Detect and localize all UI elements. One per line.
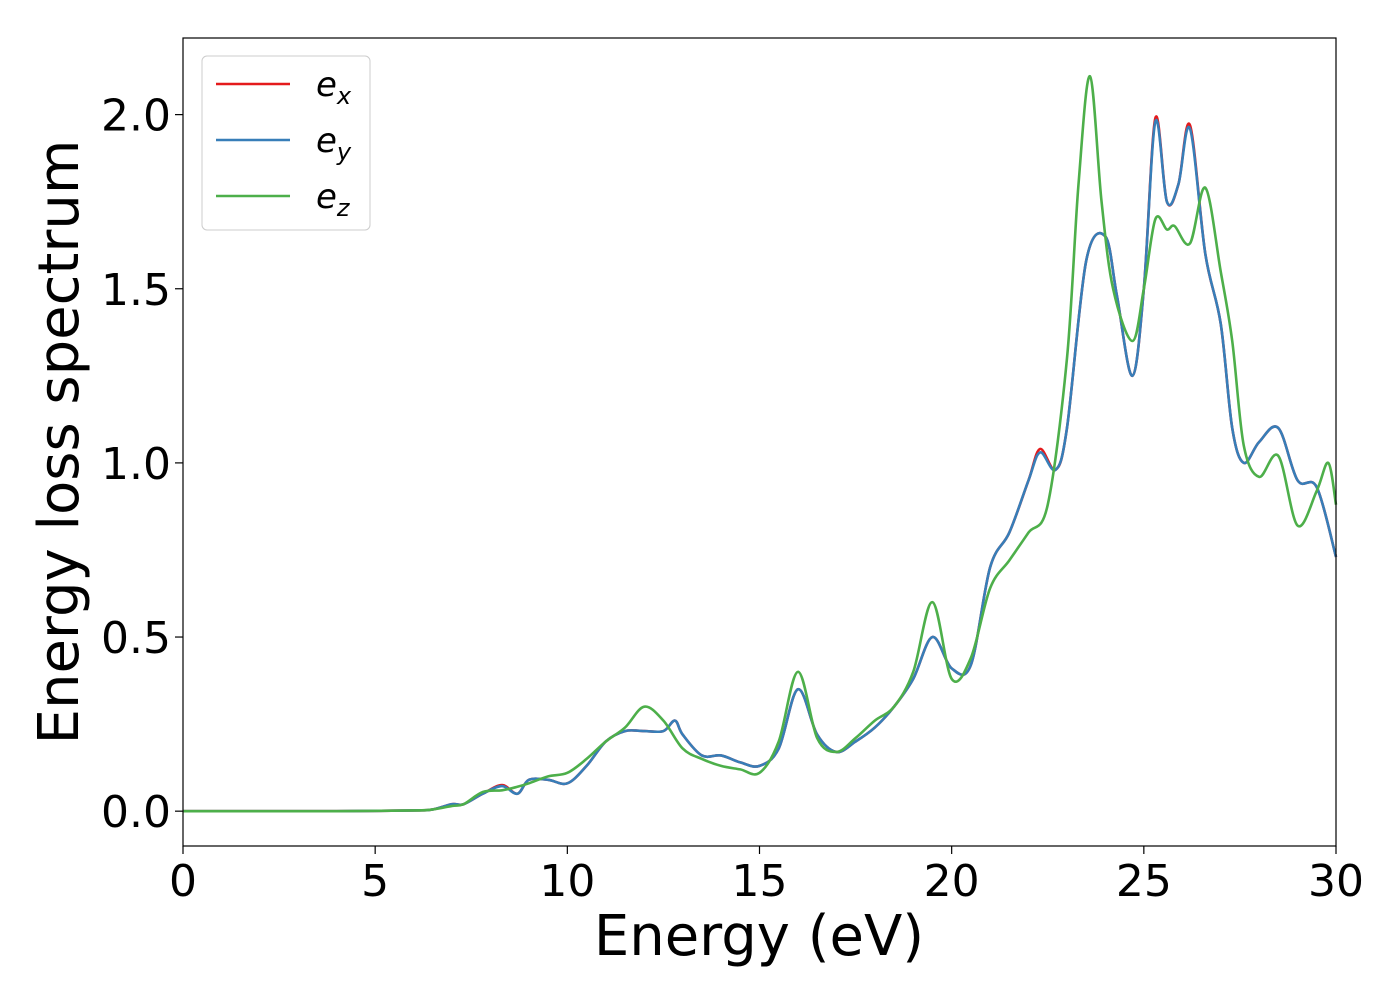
plot-background xyxy=(183,38,1336,846)
x-tick-label: 0 xyxy=(169,856,197,907)
y-tick-label: 1.0 xyxy=(101,439,171,490)
x-tick-label: 20 xyxy=(924,856,980,907)
x-axis: 0 5 10 15 20 25 30 xyxy=(169,846,1364,907)
legend-box xyxy=(201,55,371,231)
series-layer xyxy=(182,75,1338,813)
series-line-z xyxy=(182,75,1338,813)
y-tick-label: 1.5 xyxy=(101,265,171,316)
y-tick-label: 0.5 xyxy=(101,613,171,664)
x-tick-label: 10 xyxy=(539,856,595,907)
y-axis-label: Energy loss spectrum xyxy=(27,140,92,745)
x-axis-label: Energy (eV) xyxy=(594,904,924,969)
y-tick-label: 2.0 xyxy=(101,91,171,142)
y-axis: 0.0 0.5 1.0 1.5 2.0 xyxy=(101,91,183,838)
x-tick-label: 5 xyxy=(361,856,389,907)
x-tick-label: 25 xyxy=(1116,856,1172,907)
x-tick-label: 15 xyxy=(732,856,788,907)
x-tick-label: 30 xyxy=(1308,856,1364,907)
y-tick-label: 0.0 xyxy=(101,787,171,838)
